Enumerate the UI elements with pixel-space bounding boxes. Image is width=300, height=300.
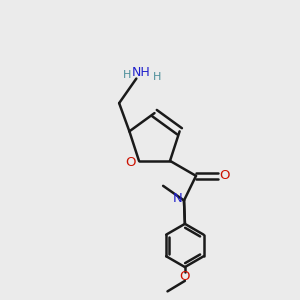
- Text: NH: NH: [132, 66, 151, 79]
- Text: O: O: [219, 169, 230, 182]
- Text: H: H: [123, 70, 131, 80]
- Text: N: N: [172, 193, 182, 206]
- Text: O: O: [180, 271, 190, 284]
- Text: H: H: [153, 72, 161, 82]
- Text: O: O: [125, 156, 136, 169]
